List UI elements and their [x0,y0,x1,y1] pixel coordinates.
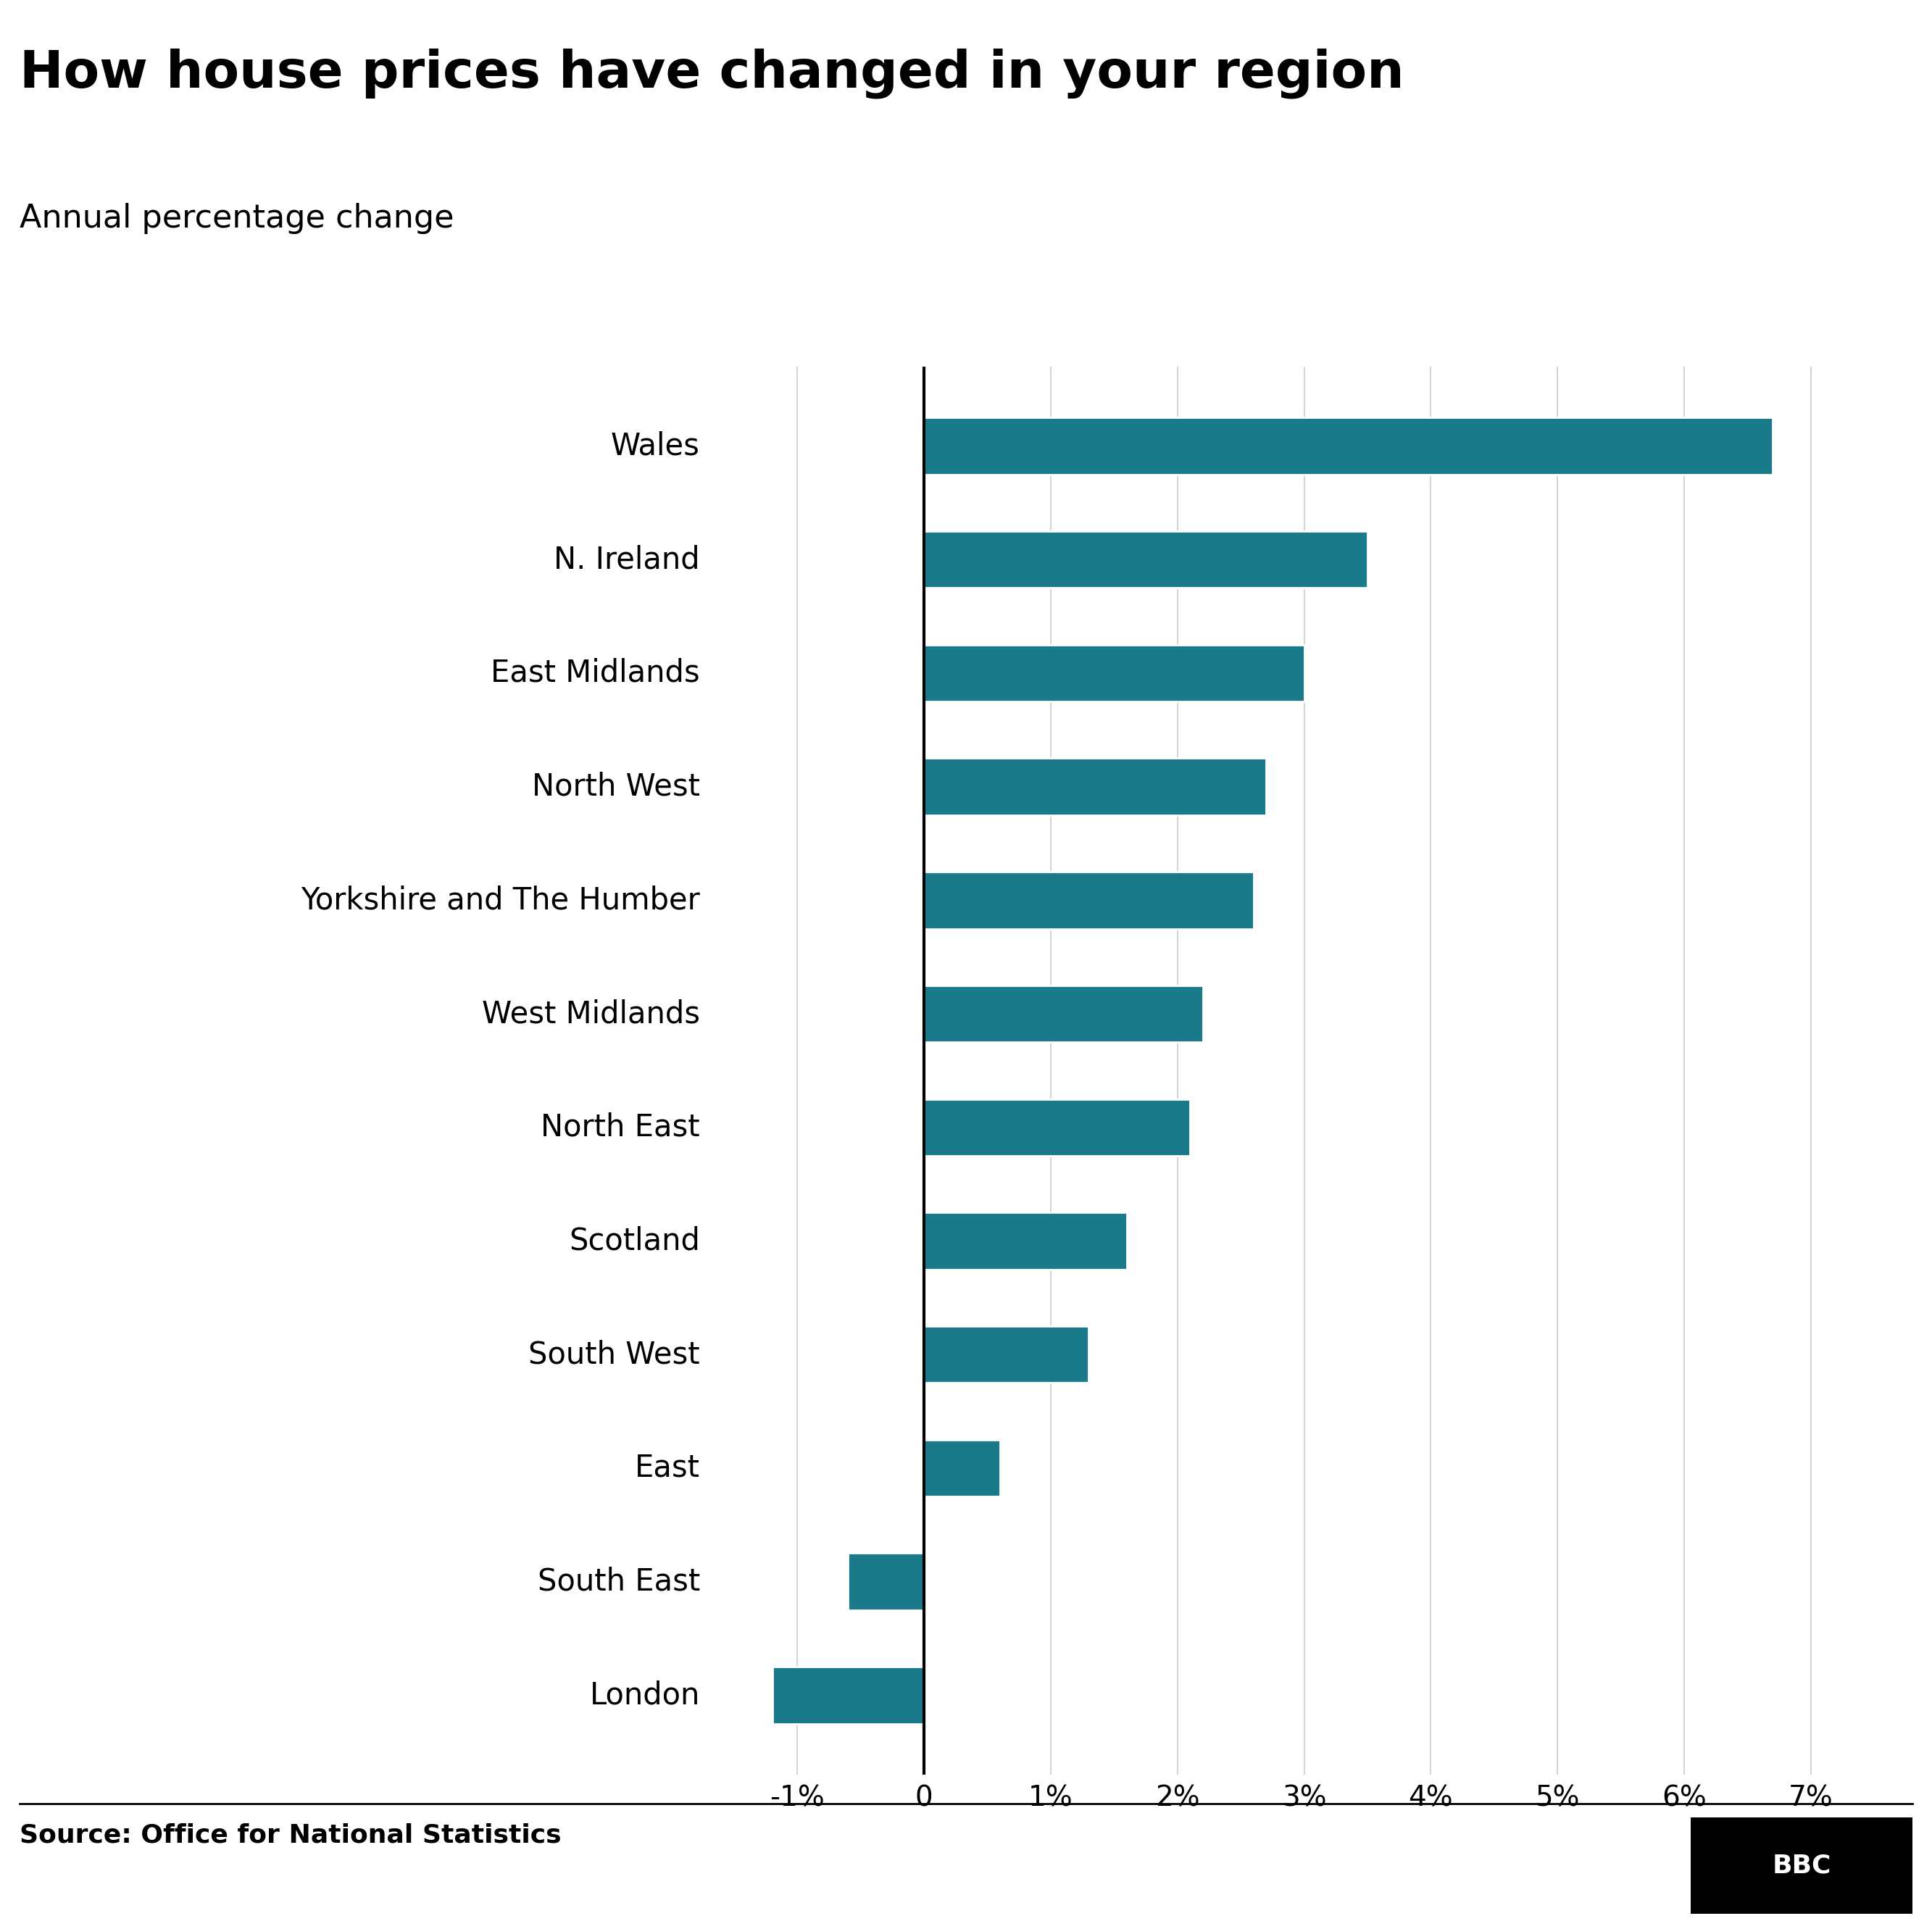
Bar [923,1325,1090,1383]
Bar [923,1213,1126,1269]
Text: BBC: BBC [1772,1854,1832,1877]
Text: North West: North West [531,772,699,802]
Text: North East: North East [541,1113,699,1142]
Bar [923,530,1368,588]
Text: How house prices have changed in your region: How house prices have changed in your re… [19,48,1405,98]
Bar [923,986,1204,1042]
Bar [923,1439,1001,1497]
Bar [923,758,1265,816]
Text: Wales: Wales [611,430,699,461]
Bar [923,872,1254,928]
Bar [848,1553,923,1611]
Text: Yorkshire and The Humber: Yorkshire and The Humber [301,885,699,916]
Text: West Midlands: West Midlands [481,999,699,1028]
Text: East Midlands: East Midlands [491,658,699,689]
Text: East: East [636,1453,699,1483]
Bar [923,417,1774,475]
Text: South East: South East [537,1566,699,1597]
Text: South West: South West [529,1339,699,1370]
Text: London: London [589,1680,699,1711]
Text: Source: Office for National Statistics: Source: Office for National Statistics [19,1823,560,1848]
Text: Scotland: Scotland [568,1225,699,1256]
Bar [923,644,1304,702]
Text: N. Ireland: N. Ireland [554,544,699,575]
Bar [923,1100,1190,1155]
Text: Annual percentage change: Annual percentage change [19,203,454,233]
Bar [773,1667,923,1725]
